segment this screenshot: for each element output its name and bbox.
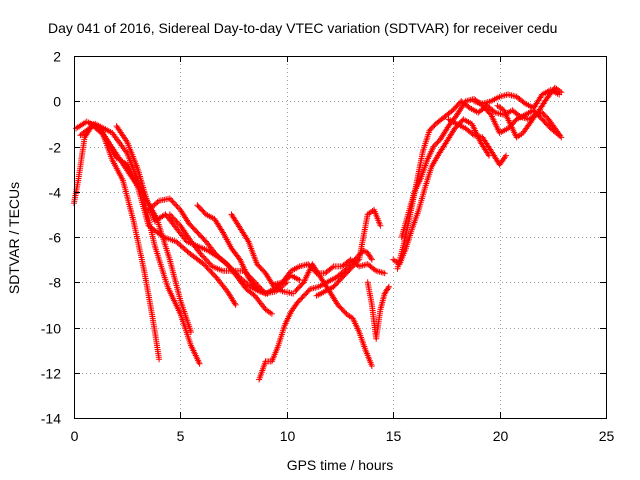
series-arc20 bbox=[494, 102, 565, 141]
series-arc16 bbox=[398, 96, 563, 240]
series-arc14 bbox=[364, 279, 392, 342]
series-arc9 bbox=[228, 211, 297, 297]
marker-trail bbox=[494, 102, 565, 141]
grid bbox=[74, 56, 606, 418]
x-tick-label: 15 bbox=[386, 428, 402, 444]
y-tick-label: -10 bbox=[41, 321, 61, 337]
x-tick-label: 25 bbox=[599, 428, 615, 444]
y-axis-label: SDTVAR / TECUs bbox=[6, 182, 22, 294]
y-tick-label: -6 bbox=[49, 230, 62, 246]
series-arc4 bbox=[88, 120, 239, 308]
y-tick-label: -14 bbox=[41, 411, 61, 427]
series-arc19 bbox=[471, 86, 563, 111]
marker-trail bbox=[364, 279, 392, 342]
y-axis-ticks: -14 -12 -10 -8 -6 -4 -2 0 2 bbox=[41, 49, 606, 427]
series-arc6 bbox=[145, 195, 275, 317]
y-tick-label: -4 bbox=[49, 185, 62, 201]
x-axis-label: GPS time / hours bbox=[287, 457, 394, 473]
y-tick-label: 0 bbox=[53, 94, 61, 110]
series-arc18 bbox=[445, 116, 509, 168]
x-tick-label: 0 bbox=[71, 428, 79, 444]
data-markers bbox=[71, 84, 565, 383]
y-tick-label: -8 bbox=[49, 275, 62, 291]
marker-trail bbox=[445, 116, 509, 168]
chart-title: Day 041 of 2016, Sidereal Day-to-day VTE… bbox=[48, 20, 557, 36]
y-tick-label: 2 bbox=[53, 49, 61, 65]
x-axis-ticks: 0 5 10 15 20 25 bbox=[71, 56, 615, 444]
series-arc13 bbox=[313, 206, 384, 299]
x-tick-label: 20 bbox=[493, 428, 509, 444]
x-tick-label: 10 bbox=[280, 428, 296, 444]
y-tick-label: -2 bbox=[49, 140, 62, 156]
x-tick-label: 5 bbox=[177, 428, 185, 444]
y-tick-label: -12 bbox=[41, 366, 61, 382]
series-arc12 bbox=[292, 261, 375, 369]
marker-trail bbox=[398, 96, 563, 240]
